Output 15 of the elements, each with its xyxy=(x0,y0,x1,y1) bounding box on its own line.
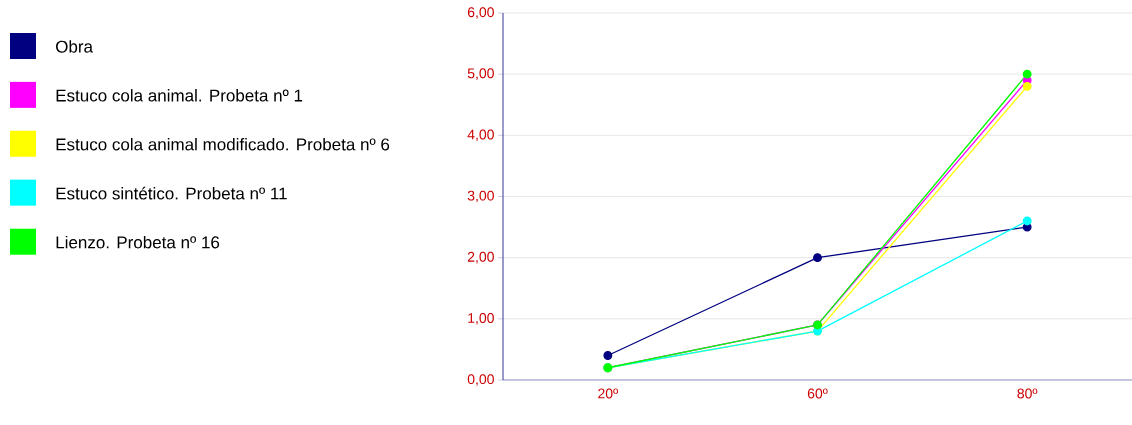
y-tick-label: 4,00 xyxy=(467,129,494,142)
y-tick-label: 1,00 xyxy=(468,313,494,325)
y-tick-label: 5,00 xyxy=(467,68,494,80)
legend-label: Lienzo. Probeta nº 16 xyxy=(56,235,220,249)
y-tick-label: 6,00 xyxy=(467,7,494,19)
legend-label: Estuco cola animal modificado. Probeta nº 6 xyxy=(56,137,390,151)
x-tick-label: 80º xyxy=(1017,388,1038,399)
legend-label: Obra xyxy=(56,40,94,53)
legend-label: Estuco sintético. Probeta nº 11 xyxy=(56,186,287,200)
y-tick-label: 0,00 xyxy=(467,374,494,386)
x-tick-label: 20º xyxy=(598,388,618,399)
y-tick-label: 3,00 xyxy=(467,190,494,203)
x-tick-label: 60º xyxy=(807,388,828,399)
legend-label: Estuco cola animal. Probeta nº 1 xyxy=(56,89,303,102)
y-tick-label: 2,00 xyxy=(467,251,494,264)
